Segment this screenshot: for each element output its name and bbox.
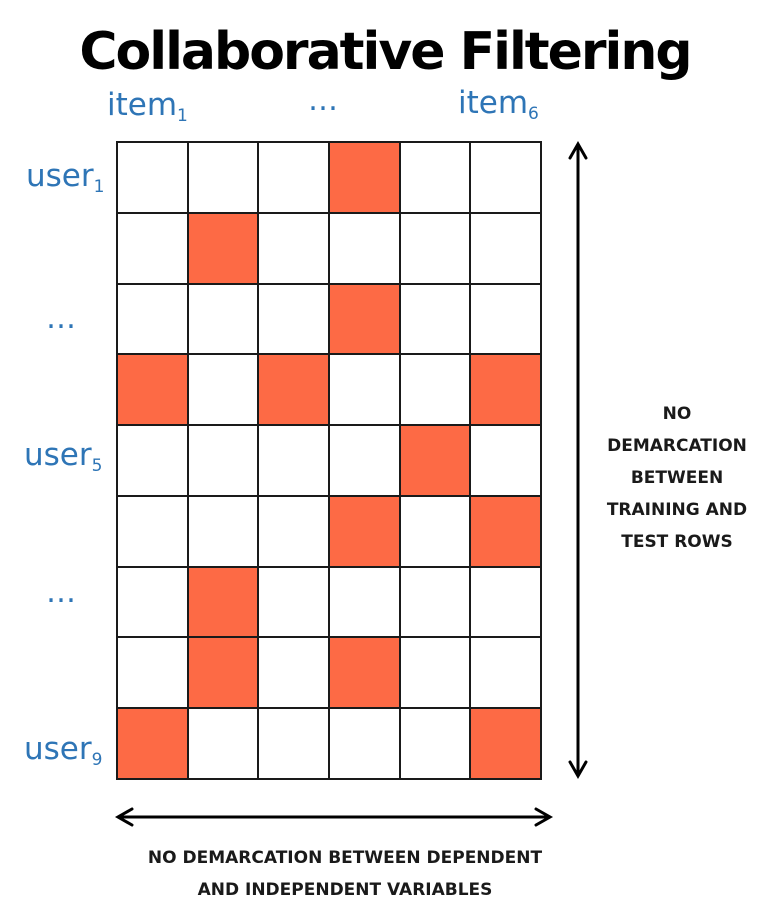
matrix-cell-filled (118, 709, 189, 780)
matrix-cell-empty (118, 426, 189, 497)
matrix-cell-empty (330, 355, 401, 427)
matrix-cell-empty (259, 567, 330, 639)
column-ellipsis: … (308, 83, 338, 118)
matrix-cell-empty (259, 496, 330, 568)
matrix-cell-empty (400, 355, 472, 427)
matrix-cell-empty (259, 638, 330, 710)
note-row-demarcation-line-5: TEST ROWS (621, 532, 733, 552)
matrix-cell-empty (471, 143, 542, 214)
note-variable-demarcation-line-2: AND INDEPENDENT VARIABLES (197, 880, 493, 900)
row-label-user-5: user5 (24, 440, 102, 475)
matrix-cell-filled (400, 426, 472, 497)
row-label-user-1-subscript: 1 (93, 177, 105, 197)
matrix-cell-empty (330, 567, 401, 639)
column-label-item-6-text: item (458, 85, 529, 121)
matrix-cell-empty (400, 284, 472, 356)
column-label-item-1-text: item (107, 87, 178, 123)
matrix-cell-empty (259, 284, 330, 356)
matrix-cell-empty (400, 709, 472, 780)
matrix-cell-empty (118, 496, 189, 568)
note-row-demarcation-line-1: NO (662, 404, 692, 424)
row-ellipsis-upper: … (46, 301, 76, 336)
vertical-double-arrow (568, 140, 588, 780)
matrix-cell-filled (330, 143, 401, 214)
matrix-cell-empty (118, 284, 189, 356)
matrix-cell-empty (471, 284, 542, 356)
matrix-cell-empty (400, 213, 472, 285)
row-ellipsis-lower: … (46, 575, 76, 610)
matrix-cell-filled (188, 638, 260, 710)
matrix-cell-empty (330, 213, 401, 285)
matrix-cell-empty (400, 638, 472, 710)
matrix-cell-empty (188, 143, 260, 214)
matrix-cell-empty (330, 426, 401, 497)
matrix-cell-empty (400, 567, 472, 639)
matrix-cell-empty (188, 284, 260, 356)
row-label-user-1: user1 (26, 161, 104, 196)
row-label-user-5-text: user (24, 437, 92, 473)
column-label-item-6-subscript: 6 (528, 104, 539, 124)
matrix-cell-filled (471, 355, 542, 427)
matrix-cell-empty (400, 143, 472, 214)
column-label-item-1-subscript: 1 (177, 106, 188, 126)
matrix-cell-empty (259, 143, 330, 214)
matrix-cell-empty (118, 143, 189, 214)
horizontal-double-arrow (114, 807, 554, 827)
matrix-cell-empty (118, 213, 189, 285)
note-row-demarcation-line-2: DEMARCATION (607, 436, 747, 456)
matrix-cell-filled (471, 709, 542, 780)
matrix-cell-empty (118, 567, 189, 639)
matrix-cell-empty (188, 709, 260, 780)
note-row-demarcation-line-4: TRAINING AND (606, 500, 748, 520)
matrix-cell-empty (259, 213, 330, 285)
row-label-user-9: user9 (24, 734, 102, 769)
matrix-cell-filled (259, 355, 330, 427)
matrix-cell-filled (118, 355, 189, 427)
matrix-cell-filled (188, 567, 260, 639)
matrix-cell-empty (400, 496, 472, 568)
matrix-cell-filled (330, 638, 401, 710)
user-item-matrix (116, 141, 542, 780)
matrix-cell-filled (330, 496, 401, 568)
note-variable-demarcation: NO DEMARCATION BETWEEN DEPENDENT AND IND… (60, 842, 630, 906)
column-label-item-6: item6 (458, 88, 539, 123)
matrix-cell-empty (471, 567, 542, 639)
matrix-cell-empty (471, 638, 542, 710)
matrix-cell-empty (188, 426, 260, 497)
note-row-demarcation: NO DEMARCATION BETWEEN TRAINING AND TEST… (592, 398, 762, 558)
matrix-cell-filled (330, 284, 401, 356)
matrix-cell-empty (259, 426, 330, 497)
row-label-user-9-subscript: 9 (91, 750, 103, 770)
matrix-cell-filled (188, 213, 260, 285)
page-title: Collaborative Filtering (79, 22, 692, 82)
note-variable-demarcation-line-1: NO DEMARCATION BETWEEN DEPENDENT (147, 848, 543, 868)
column-label-item-1: item1 (107, 90, 188, 125)
matrix-cell-empty (330, 709, 401, 780)
row-label-user-5-subscript: 5 (91, 456, 103, 476)
row-label-user-1-text: user (26, 158, 94, 194)
matrix-cell-empty (259, 709, 330, 780)
matrix-cell-empty (118, 638, 189, 710)
matrix-cell-empty (471, 426, 542, 497)
matrix-cell-filled (471, 496, 542, 568)
row-label-user-9-text: user (24, 731, 92, 767)
matrix-cell-empty (471, 213, 542, 285)
matrix-cell-empty (188, 496, 260, 568)
note-row-demarcation-line-3: BETWEEN (630, 468, 724, 488)
matrix-cell-empty (188, 355, 260, 427)
